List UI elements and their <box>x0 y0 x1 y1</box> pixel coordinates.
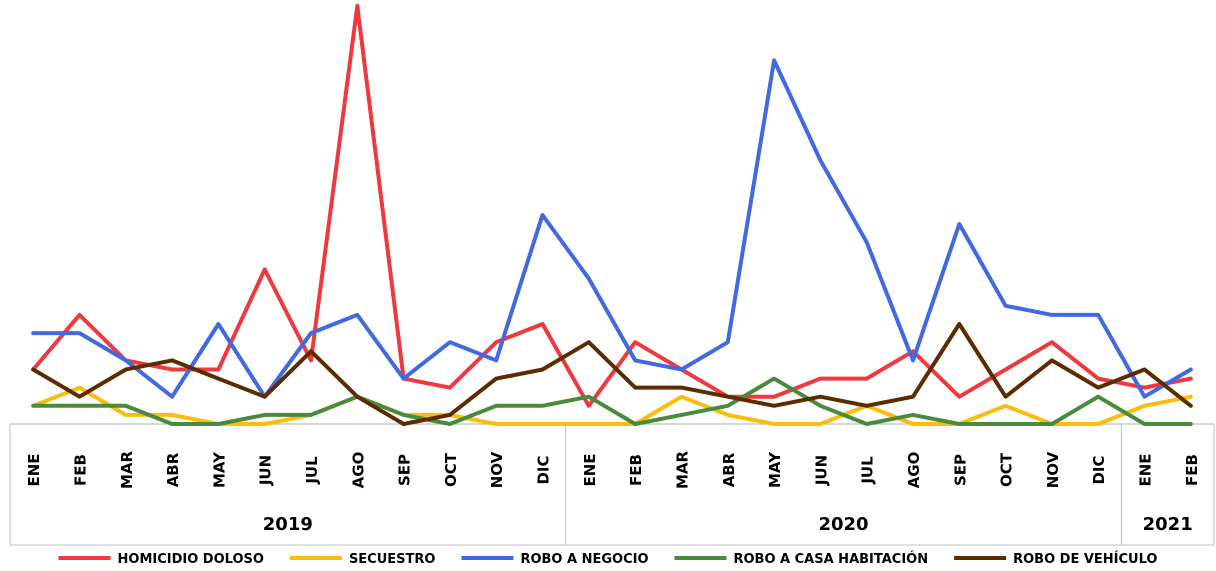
x-tick-label: SEP <box>951 454 969 486</box>
series-line-robo-a-casa-habitacion <box>31 376 1193 426</box>
x-tick-label: NOV <box>1044 451 1062 488</box>
series-line-robo-a-negocio <box>31 58 1193 399</box>
x-tick-label: ABR <box>720 452 738 487</box>
legend-label: HOMICIDIO DOLOSO <box>118 552 264 567</box>
x-tick-label: OCT <box>442 452 460 487</box>
x-tick-label: ENE <box>1137 453 1155 486</box>
x-tick-label: MAR <box>118 451 136 490</box>
x-tick-label: AGO <box>905 452 923 489</box>
x-tick-label: DIC <box>1090 455 1108 484</box>
legend: HOMICIDIO DOLOSO SECUESTRO ROBO A NEGOCIO R… <box>58 551 1157 567</box>
x-tick-label: MAY <box>210 451 228 488</box>
x-tick-label: ENE <box>581 453 599 486</box>
axis-layer <box>9 423 1215 546</box>
x-tick-label: FEB <box>71 454 89 486</box>
x-tick-label: MAY <box>766 451 784 488</box>
legend-label: SECUESTRO <box>349 552 436 567</box>
x-tick-label: ABR <box>164 452 182 487</box>
x-tick-label: JUN <box>257 455 275 486</box>
x-tick-label: FEB <box>627 454 645 486</box>
x-tick-label: AGO <box>349 452 367 489</box>
legend-label: ROBO A NEGOCIO <box>520 552 648 567</box>
x-tick-label: DIC <box>535 455 553 484</box>
legend-label: ROBO A CASA HABITACIÓN <box>734 551 929 567</box>
series-line-secuestro <box>31 385 1193 426</box>
x-tick-label: OCT <box>998 452 1016 487</box>
year-label: 2021 <box>1143 514 1193 535</box>
year-label: 2020 <box>818 514 868 535</box>
x-tick-label: SEP <box>396 454 414 486</box>
x-tick-label: JUL <box>859 456 877 485</box>
year-label: 2019 <box>263 514 313 535</box>
tick-labels: ENE FEB MAR ABR MAY JUN JUL AGO SEP OCT NOV DIC ENE F… <box>25 451 1201 490</box>
x-tick-label: JUL <box>303 456 321 485</box>
x-tick-label: MAR <box>673 451 691 490</box>
series-line-homicidio-doloso <box>31 3 1193 408</box>
year-group-labels: 2019 2020 2021 <box>263 514 1193 535</box>
legend-label: ROBO DE VEHÍCULO <box>1013 551 1157 567</box>
x-tick-label: JUN <box>812 455 830 486</box>
x-tick-label: FEB <box>1183 454 1201 486</box>
x-tick-label: ENE <box>25 453 43 486</box>
x-tick-label: NOV <box>488 451 506 488</box>
series-layer <box>31 3 1193 426</box>
series-line-robo-de-vehiculo <box>31 322 1193 426</box>
